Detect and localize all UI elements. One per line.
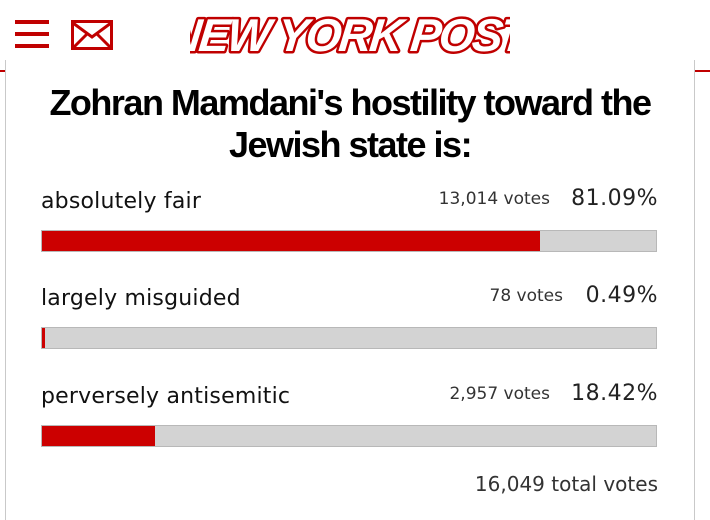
option-bar-fill <box>42 328 45 348</box>
option-label: absolutely fair <box>41 189 202 214</box>
option-votes: 78 votes <box>489 286 563 306</box>
option-bar[interactable] <box>41 425 657 447</box>
option-votes: 2,957 votes <box>449 384 550 404</box>
top-nav-bar: NEW YORK POST <box>0 0 710 72</box>
logo-text: NEW YORK POST <box>190 10 510 60</box>
option-percent: 0.49% <box>585 283 658 308</box>
option-percent: 81.09% <box>571 186 658 211</box>
poll-question: Zohran Mamdani's hostility toward the Je… <box>49 82 652 165</box>
total-votes: 16,049 total votes <box>474 472 658 496</box>
option-bar[interactable] <box>41 230 657 252</box>
option-percent: 18.42% <box>571 381 658 406</box>
option-bar-fill <box>42 426 156 446</box>
option-bar-fill <box>42 231 540 251</box>
option-label: largely misguided <box>41 286 241 311</box>
mail-icon[interactable] <box>71 20 113 50</box>
new-york-post-logo[interactable]: NEW YORK POST <box>190 10 510 60</box>
option-votes: 13,014 votes <box>438 189 550 209</box>
option-bar[interactable] <box>41 327 657 349</box>
menu-icon[interactable] <box>15 20 49 48</box>
option-label: perversely antisemitic <box>41 384 291 409</box>
